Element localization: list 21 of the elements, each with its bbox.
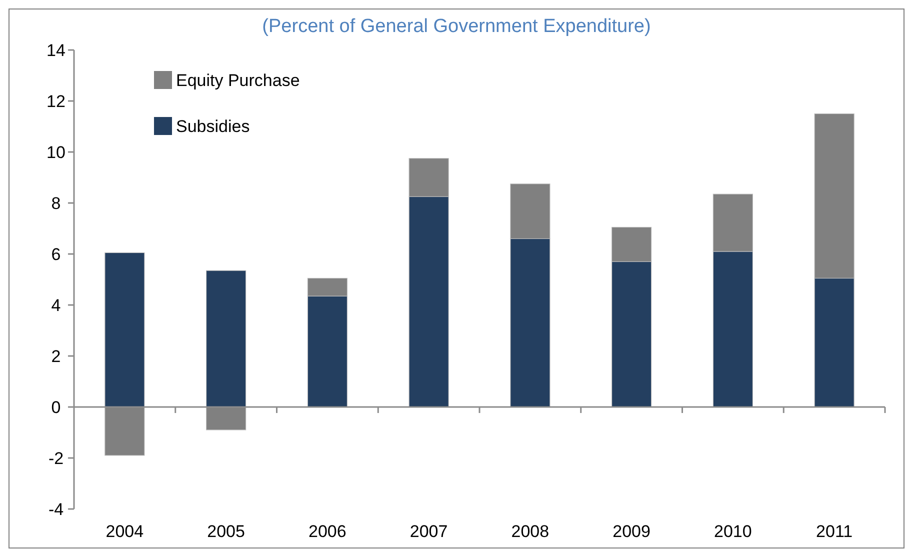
x-tick-label: 2006 [308,522,346,541]
x-tick-label: 2009 [612,522,650,541]
x-tick-label: 2010 [714,522,752,541]
chart-subtitle: (Percent of General Government Expenditure) [262,16,651,37]
y-tick-label: 10 [46,142,66,162]
x-tick-label: 2007 [410,522,448,541]
y-tick-label: 0 [51,398,61,417]
y-tick-label: 6 [51,244,61,264]
x-tick-label: 2011 [816,522,853,541]
y-tick-label: 4 [51,296,61,315]
y-tick-label: 14 [46,40,66,60]
legend-label: Subsidies [176,116,250,136]
x-tick-label: 2005 [207,522,245,541]
y-tick-label: 12 [46,92,66,111]
x-tick-label: 2004 [106,522,144,541]
legend-label: Equity Purchase [176,70,300,90]
x-tick-label: 2008 [511,522,550,541]
y-tick-label: -2 [48,448,64,468]
y-tick-label: 8 [51,194,61,213]
y-tick-label: -4 [48,500,64,519]
y-tick-label: 2 [51,346,61,366]
